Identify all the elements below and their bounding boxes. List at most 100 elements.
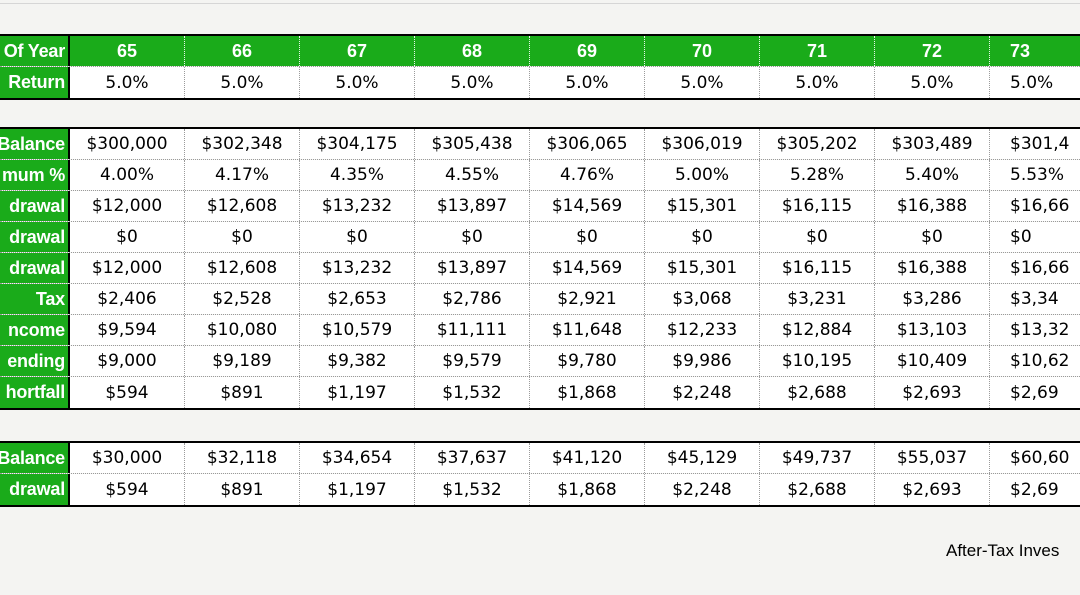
table-cell: $3,231 bbox=[760, 284, 875, 314]
table-cell: $15,301 bbox=[645, 191, 760, 221]
table-row: ncome $9,594 $10,080 $10,579 $11,111 $11,648 $… bbox=[0, 315, 1080, 346]
table-row: Balance $30,000 $32,118 $34,654 $37,637 $41,1… bbox=[0, 443, 1080, 474]
table-cell: $0 bbox=[70, 222, 185, 252]
table-cell: $37,637 bbox=[415, 443, 530, 473]
row-label: Balance bbox=[0, 443, 70, 473]
table-cell: $49,737 bbox=[760, 443, 875, 473]
table-cell: $303,489 bbox=[875, 129, 990, 159]
table-cell: 5.0% bbox=[760, 67, 875, 98]
table-cell: $2,786 bbox=[415, 284, 530, 314]
table-cell: $12,233 bbox=[645, 315, 760, 345]
table-cell: $300,000 bbox=[70, 129, 185, 159]
column-header: 73 bbox=[990, 36, 1080, 66]
table-cell: $9,780 bbox=[530, 346, 645, 376]
table-cell: $0 bbox=[185, 222, 300, 252]
table-row: drawal $12,000 $12,608 $13,232 $13,897 $14,56… bbox=[0, 191, 1080, 222]
row-label: drawal bbox=[0, 191, 70, 221]
table-cell: $32,118 bbox=[185, 443, 300, 473]
table-cell: $15,301 bbox=[645, 253, 760, 283]
table-cell: $16,66 bbox=[990, 253, 1080, 283]
table-cell: $12,608 bbox=[185, 191, 300, 221]
table-cell: 5.0% bbox=[990, 67, 1080, 98]
table-cell: $891 bbox=[185, 377, 300, 408]
footer-caption: After-Tax Inves bbox=[946, 541, 1060, 560]
table-cell: $16,115 bbox=[760, 191, 875, 221]
table-cell: $16,115 bbox=[760, 253, 875, 283]
table-cell: $16,388 bbox=[875, 191, 990, 221]
table-cell: $10,080 bbox=[185, 315, 300, 345]
table-cell: $305,438 bbox=[415, 129, 530, 159]
table-row: Return 5.0% 5.0% 5.0% 5.0% 5.0% 5.0% 5.0% 5.0% 5.… bbox=[0, 67, 1080, 98]
column-header: 72 bbox=[875, 36, 990, 66]
table-cell: $13,897 bbox=[415, 253, 530, 283]
table-cell: $2,69 bbox=[990, 474, 1080, 505]
table-cell: $306,065 bbox=[530, 129, 645, 159]
table-cell: $30,000 bbox=[70, 443, 185, 473]
row-label: drawal bbox=[0, 474, 70, 505]
table-row: drawal $594 $891 $1,197 $1,532 $1,868 $2,248 $2… bbox=[0, 474, 1080, 505]
table-cell: $2,528 bbox=[185, 284, 300, 314]
row-label: Balance bbox=[0, 129, 70, 159]
table-cell: $10,62 bbox=[990, 346, 1080, 376]
table-cell: $301,4 bbox=[990, 129, 1080, 159]
table-cell: $2,693 bbox=[875, 377, 990, 408]
table-cell: $1,532 bbox=[415, 377, 530, 408]
table-cell: $9,579 bbox=[415, 346, 530, 376]
column-header: 67 bbox=[300, 36, 415, 66]
withdrawal-table: Balance $300,000 $302,348 $304,175 $305,438 $… bbox=[0, 127, 1080, 410]
row-label: mum % bbox=[0, 160, 70, 190]
table-cell: $2,248 bbox=[645, 377, 760, 408]
table-row: drawal $12,000 $12,608 $13,232 $13,897 $14,56… bbox=[0, 253, 1080, 284]
table-cell: $0 bbox=[415, 222, 530, 252]
column-header: 69 bbox=[530, 36, 645, 66]
table-cell: $2,653 bbox=[300, 284, 415, 314]
table-cell: $0 bbox=[875, 222, 990, 252]
row-label: hortfall bbox=[0, 377, 70, 408]
tfsa-table: Balance $30,000 $32,118 $34,654 $37,637 $41,1… bbox=[0, 441, 1080, 507]
table-cell: 4.76% bbox=[530, 160, 645, 190]
column-header: 65 bbox=[70, 36, 185, 66]
table-cell: $9,000 bbox=[70, 346, 185, 376]
table-cell: $1,868 bbox=[530, 474, 645, 505]
table-cell: 5.0% bbox=[645, 67, 760, 98]
table-cell: $304,175 bbox=[300, 129, 415, 159]
table-cell: $13,103 bbox=[875, 315, 990, 345]
table-cell: $2,688 bbox=[760, 377, 875, 408]
table-cell: $12,000 bbox=[70, 191, 185, 221]
table-row: ending $9,000 $9,189 $9,382 $9,579 $9,780 $9,9… bbox=[0, 346, 1080, 377]
table-cell: $2,688 bbox=[760, 474, 875, 505]
table-cell: $306,019 bbox=[645, 129, 760, 159]
table-cell: $594 bbox=[70, 474, 185, 505]
row-label: drawal bbox=[0, 253, 70, 283]
table-cell: 4.00% bbox=[70, 160, 185, 190]
table-cell: $34,654 bbox=[300, 443, 415, 473]
table-cell: $2,693 bbox=[875, 474, 990, 505]
table-row: hortfall $594 $891 $1,197 $1,532 $1,868 $2,248… bbox=[0, 377, 1080, 408]
table-cell: $16,66 bbox=[990, 191, 1080, 221]
table-cell: $0 bbox=[645, 222, 760, 252]
row-label: Return bbox=[0, 67, 70, 98]
table-cell: 5.0% bbox=[530, 67, 645, 98]
table-cell: $10,579 bbox=[300, 315, 415, 345]
row-label: Tax bbox=[0, 284, 70, 314]
table-row: Tax $2,406 $2,528 $2,653 $2,786 $2,921 $3,068 $… bbox=[0, 284, 1080, 315]
table-cell: 5.0% bbox=[875, 67, 990, 98]
table-cell: 5.53% bbox=[990, 160, 1080, 190]
table-cell: 5.0% bbox=[415, 67, 530, 98]
table-cell: $12,000 bbox=[70, 253, 185, 283]
table-cell: $1,197 bbox=[300, 377, 415, 408]
table-row: Balance $300,000 $302,348 $304,175 $305,438 $… bbox=[0, 129, 1080, 160]
table-cell: $45,129 bbox=[645, 443, 760, 473]
table-cell: 4.17% bbox=[185, 160, 300, 190]
table-cell: $0 bbox=[990, 222, 1080, 252]
table-cell: 4.35% bbox=[300, 160, 415, 190]
table-cell: $41,120 bbox=[530, 443, 645, 473]
table-cell: $1,532 bbox=[415, 474, 530, 505]
age-return-table: Of Year 65 66 67 68 69 70 71 72 73 Return 5.0% 5.0% 5… bbox=[0, 34, 1080, 100]
column-header: 70 bbox=[645, 36, 760, 66]
table-cell: $9,594 bbox=[70, 315, 185, 345]
table-cell: $12,608 bbox=[185, 253, 300, 283]
table-cell: 5.40% bbox=[875, 160, 990, 190]
table-cell: $9,382 bbox=[300, 346, 415, 376]
table-cell: $2,406 bbox=[70, 284, 185, 314]
